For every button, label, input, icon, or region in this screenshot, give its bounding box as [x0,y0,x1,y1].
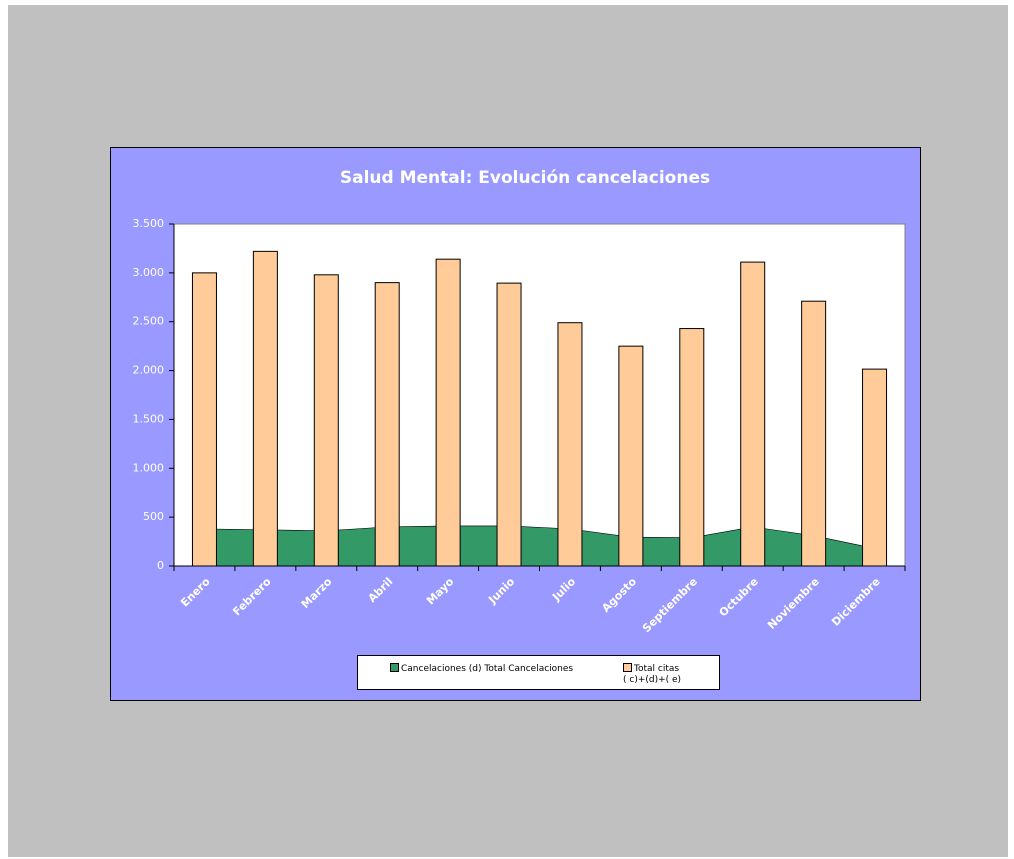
y-tick-label: 500 [143,510,164,523]
y-tick-label: 2.000 [133,364,165,377]
y-tick-label: 0 [157,559,164,572]
y-tick-label: 2.500 [133,315,165,328]
chart-title: Salud Mental: Evolución cancelaciones [340,168,710,188]
y-tick-label: 3.500 [133,217,165,230]
legend-item: Cancelaciones (d) Total Cancelaciones [390,663,573,675]
bar [435,258,461,567]
bar [557,322,583,567]
plot-area [173,223,906,567]
legend-label: Cancelaciones (d) Total Cancelaciones [401,664,574,674]
bar [313,274,339,567]
legend: Cancelaciones (d) Total Cancelaciones Tot… [357,655,720,690]
legend-swatch [623,663,632,672]
bar [862,368,888,567]
bar [801,300,827,567]
y-tick-label: 3.000 [133,266,165,279]
bar [618,345,644,567]
legend-item: Total citas ( c)+(d)+( e) [623,663,681,686]
y-tick-label: 1.000 [133,461,165,474]
legend-swatch [390,663,399,672]
legend-label: Total citas ( c)+(d)+( e) [623,664,682,685]
area [204,525,875,567]
bar [496,282,522,567]
bar [679,328,705,567]
y-tick-label: 1.500 [133,412,165,425]
bar [740,261,766,567]
bar [374,282,400,567]
bar [252,250,278,567]
bar [191,272,217,567]
